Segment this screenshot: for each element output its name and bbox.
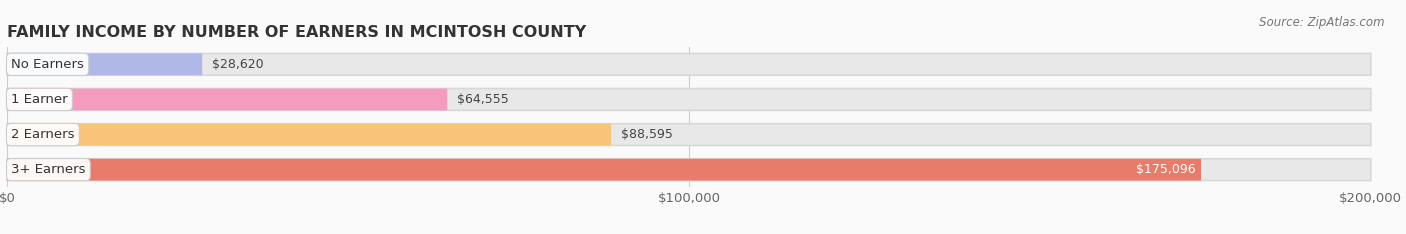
Text: 2 Earners: 2 Earners — [11, 128, 75, 141]
FancyBboxPatch shape — [7, 88, 1371, 110]
Text: $28,620: $28,620 — [212, 58, 263, 71]
FancyBboxPatch shape — [7, 53, 202, 75]
Text: No Earners: No Earners — [11, 58, 84, 71]
Text: 3+ Earners: 3+ Earners — [11, 163, 86, 176]
Text: 1 Earner: 1 Earner — [11, 93, 67, 106]
FancyBboxPatch shape — [7, 124, 612, 145]
Text: FAMILY INCOME BY NUMBER OF EARNERS IN MCINTOSH COUNTY: FAMILY INCOME BY NUMBER OF EARNERS IN MC… — [7, 25, 586, 40]
FancyBboxPatch shape — [7, 53, 1371, 75]
Text: Source: ZipAtlas.com: Source: ZipAtlas.com — [1260, 16, 1385, 29]
FancyBboxPatch shape — [7, 159, 1371, 181]
FancyBboxPatch shape — [7, 124, 1371, 145]
Text: $64,555: $64,555 — [457, 93, 509, 106]
FancyBboxPatch shape — [7, 88, 447, 110]
FancyBboxPatch shape — [7, 159, 1201, 181]
Text: $88,595: $88,595 — [620, 128, 672, 141]
Text: $175,096: $175,096 — [1136, 163, 1195, 176]
